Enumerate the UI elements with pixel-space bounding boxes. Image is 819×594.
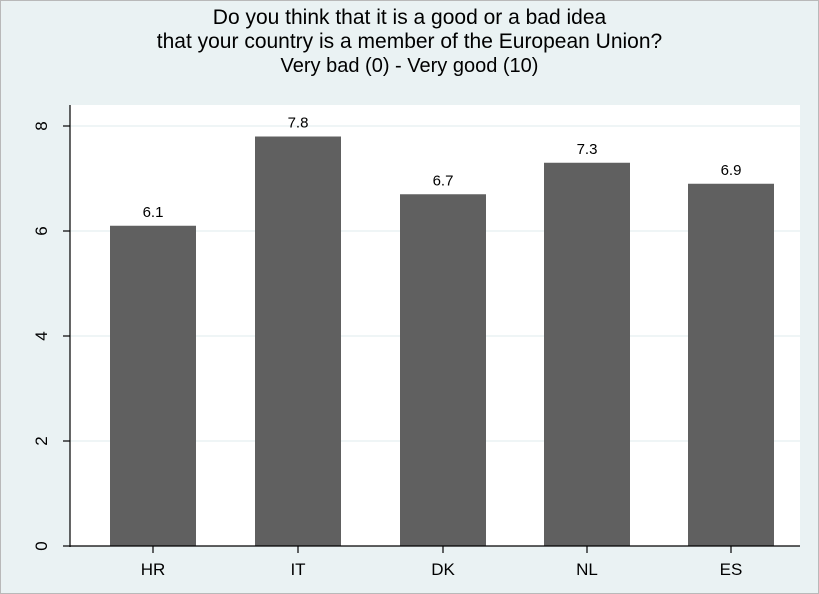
y-tick-label-2: 4: [32, 331, 51, 340]
bar-IT: [255, 136, 341, 546]
x-tick-label-DK: DK: [431, 560, 455, 579]
x-tick-label-NL: NL: [576, 560, 598, 579]
bar-ES: [688, 183, 774, 546]
bar-DK: [400, 194, 486, 546]
data-label-ES: 6.9: [721, 162, 742, 179]
data-label-HR: 6.1: [143, 204, 164, 221]
y-tick-label-0: 0: [32, 541, 51, 550]
data-label-IT: 7.8: [288, 115, 309, 132]
data-label-NL: 7.3: [577, 141, 598, 158]
chart-title-line-2: that your country is a member of the Eur…: [156, 30, 663, 53]
data-label-DK: 6.7: [433, 172, 454, 189]
y-tick-label-1: 2: [32, 436, 51, 445]
chart-title: Do you think that it is a good or a bad …: [212, 6, 607, 29]
x-tick-label-ES: ES: [720, 560, 743, 579]
bar-NL: [544, 162, 630, 546]
y-tick-label-4: 8: [32, 121, 51, 130]
bar-HR: [110, 225, 196, 546]
x-tick-label-HR: HR: [141, 560, 166, 579]
y-tick-label-3: 6: [32, 226, 51, 235]
x-tick-label-IT: IT: [290, 560, 305, 579]
chart-subtitle: Very bad (0) - Very good (10): [280, 55, 539, 77]
